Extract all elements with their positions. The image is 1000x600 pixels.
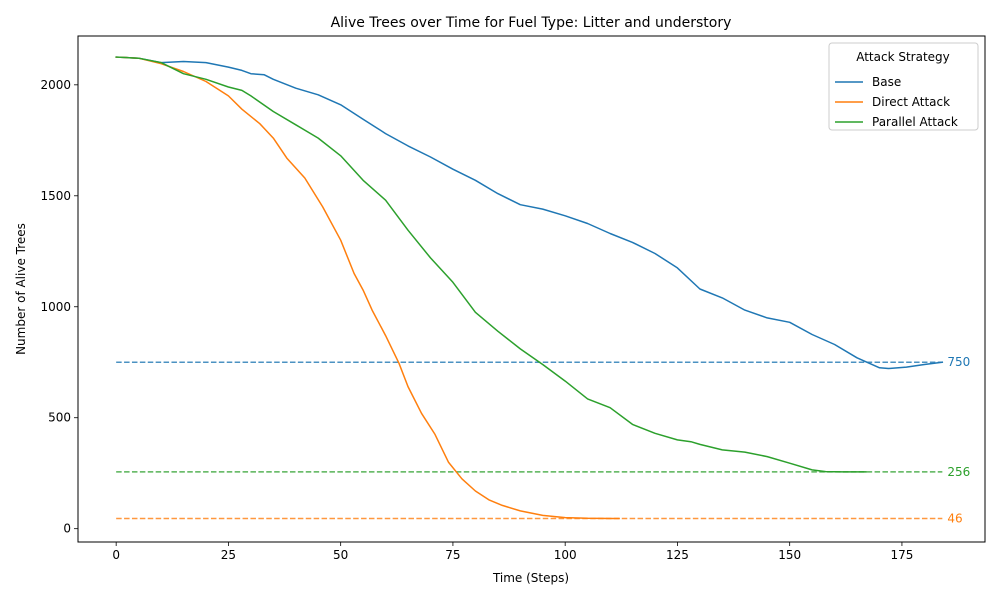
legend-title: Attack Strategy: [856, 50, 950, 64]
x-tick-label: 125: [666, 548, 689, 562]
series-line: [115, 56, 944, 370]
x-axis-label: Time (Steps): [492, 571, 569, 585]
reference-line-label: 750: [947, 355, 970, 369]
reference-line-label: 256: [947, 465, 970, 479]
y-tick-label: 500: [48, 411, 71, 425]
x-tick-label: 25: [221, 548, 236, 562]
legend-label: Base: [872, 75, 901, 89]
y-axis-label: Number of Alive Trees: [14, 223, 28, 355]
chart-title: Alive Trees over Time for Fuel Type: Lit…: [331, 15, 732, 31]
y-tick-label: 1500: [40, 189, 71, 203]
legend-entries: Base Direct Attack Parallel Attack: [835, 75, 958, 129]
y-ticks: 0 500 1000 1500 2000: [40, 78, 78, 536]
series-lines: [115, 56, 944, 520]
legend-label: Parallel Attack: [872, 115, 958, 129]
series-line: [115, 56, 867, 473]
series-line: [115, 56, 620, 520]
legend-label: Direct Attack: [872, 95, 950, 109]
reference-lines: 750 256 46: [116, 355, 970, 525]
y-tick-label: 0: [63, 522, 71, 536]
y-tick-label: 2000: [40, 78, 71, 92]
legend: Attack Strategy Base Direct Attack Paralle…: [828, 42, 979, 131]
x-tick-label: 50: [333, 548, 348, 562]
legend-box: [828, 42, 979, 131]
x-ticks: 0 25 50 75 100 125 150 175: [112, 542, 913, 562]
x-tick-label: 100: [554, 548, 577, 562]
reference-line-label: 46: [947, 511, 962, 525]
x-tick-label: 0: [112, 548, 120, 562]
x-tick-label: 175: [890, 548, 913, 562]
y-tick-label: 1000: [40, 300, 71, 314]
x-tick-label: 150: [778, 548, 801, 562]
x-tick-label: 75: [445, 548, 460, 562]
